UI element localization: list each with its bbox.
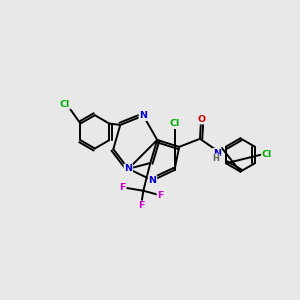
Text: N: N bbox=[140, 111, 147, 120]
Text: F: F bbox=[158, 191, 164, 200]
Text: O: O bbox=[197, 115, 205, 124]
Text: N: N bbox=[124, 164, 132, 173]
Text: F: F bbox=[138, 201, 144, 210]
Text: Cl: Cl bbox=[60, 100, 70, 109]
Text: H: H bbox=[213, 154, 220, 164]
Text: Cl: Cl bbox=[169, 119, 180, 128]
Text: N: N bbox=[213, 149, 221, 158]
Text: F: F bbox=[119, 183, 126, 192]
Text: Cl: Cl bbox=[262, 151, 272, 160]
Text: N: N bbox=[148, 176, 157, 185]
